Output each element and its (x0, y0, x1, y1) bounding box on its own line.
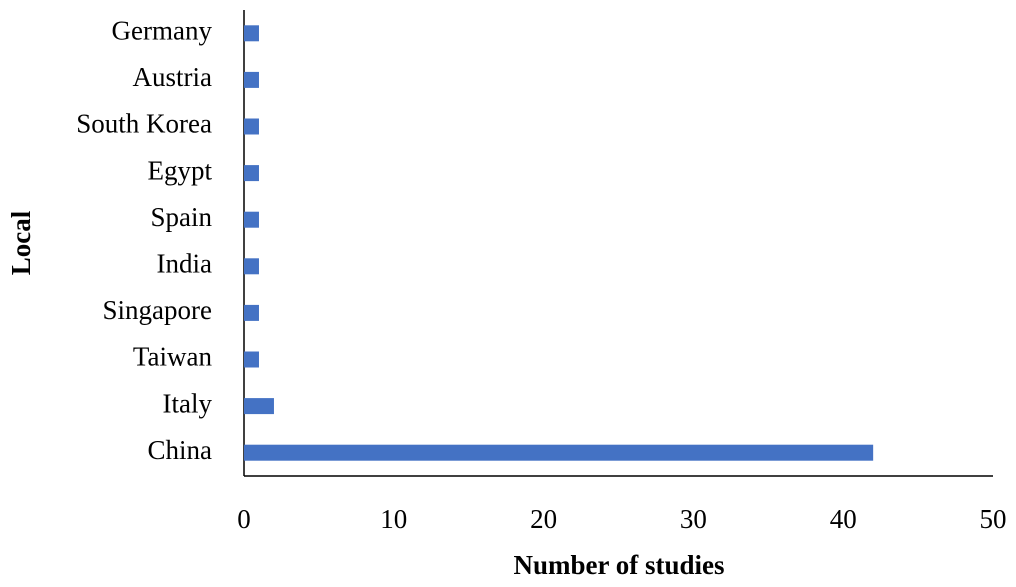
bar (244, 351, 259, 368)
x-tick-label: 40 (830, 504, 857, 534)
x-tick-label: 30 (680, 504, 707, 534)
y-tick-label: Germany (112, 16, 213, 46)
bar (244, 398, 274, 415)
y-tick-label: Spain (150, 202, 212, 232)
bar (244, 211, 259, 228)
x-tick-label: 50 (980, 504, 1007, 534)
bar (244, 118, 259, 135)
x-tick-label: 0 (237, 504, 251, 534)
y-tick-label: India (157, 249, 212, 279)
y-tick-label: Taiwan (133, 342, 213, 372)
y-tick-label: Egypt (148, 155, 213, 185)
bar (244, 71, 259, 88)
bar (244, 304, 259, 321)
y-tick-label: Austria (133, 62, 213, 92)
x-tick-label: 10 (380, 504, 407, 534)
bar (244, 258, 259, 275)
y-tick-label: China (148, 435, 213, 465)
x-axis-title: Number of studies (513, 550, 724, 580)
y-tick-label: South Korea (76, 109, 212, 139)
x-tick-label: 20 (530, 504, 557, 534)
bar (244, 165, 259, 182)
y-tick-label: Italy (163, 388, 213, 418)
y-tick-label: Singapore (103, 295, 212, 325)
bar (244, 25, 259, 42)
bar (244, 444, 874, 461)
y-axis-title: Local (6, 210, 36, 275)
